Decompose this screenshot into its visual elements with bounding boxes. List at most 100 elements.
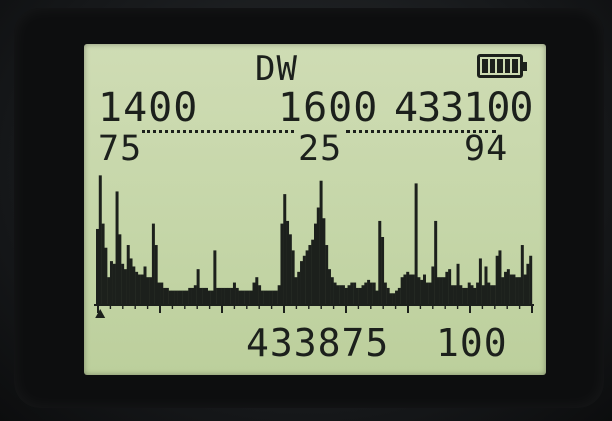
spectrum-bar (149, 277, 153, 304)
spectrum-bar (464, 287, 468, 304)
spectrum-bar (135, 271, 139, 304)
spectrum-bar (397, 287, 401, 304)
spectrum-bar (266, 290, 270, 304)
spectrum-bar (210, 290, 214, 304)
spectrum-bar (199, 287, 203, 304)
spectrum-bar (224, 287, 228, 304)
spectrum-bar (305, 250, 309, 304)
spectrum-bar (258, 285, 262, 304)
spectrum-bar (238, 290, 242, 304)
spectrum-bar (520, 245, 524, 304)
spectrum-bar (182, 290, 186, 304)
spectrum-bar (456, 263, 460, 304)
spectrum-bar (269, 290, 273, 304)
spectrum-bar (115, 191, 119, 304)
spectrum-bar (322, 218, 326, 304)
level-readout-right: 94 (464, 129, 509, 169)
spectrum-bar (490, 285, 494, 304)
spectrum-chart (94, 175, 534, 318)
spectrum-bar (185, 290, 189, 304)
spectrum-bar (288, 234, 292, 304)
spectrum-bar (325, 245, 329, 304)
spectrum-bar (163, 287, 167, 304)
spectrum-bar (487, 282, 491, 304)
spectrum-bar (319, 180, 323, 304)
spectrum-bar (330, 277, 334, 304)
spectrum-bar (171, 290, 175, 304)
spectrum-bar (263, 290, 267, 304)
spectrum-bar (445, 271, 449, 304)
spectrum-bar (392, 293, 396, 304)
spectrum-bar (146, 277, 150, 304)
spectrum-bar (260, 290, 264, 304)
spectrum-bar (107, 277, 111, 304)
spectrum-bar (188, 287, 192, 304)
level-readout-center: 25 (298, 129, 343, 169)
spectrum-bar (112, 263, 116, 304)
spectrum-bar (118, 234, 122, 304)
spectrum-bar (246, 290, 250, 304)
spectrum-bar (361, 285, 365, 304)
spectrum-bar (191, 287, 195, 304)
level-divider-right (346, 130, 496, 133)
spectrum-bar (218, 287, 222, 304)
spectrum-bar (411, 274, 415, 304)
spectrum-bar (512, 274, 516, 304)
spectrum-bar (213, 250, 217, 304)
spectrum-bar (484, 266, 488, 304)
spectrum-bar (297, 271, 301, 304)
spectrum-bar (140, 274, 144, 304)
spectrum-bar (168, 290, 172, 304)
spectrum-bar (132, 266, 136, 304)
spectrum-bar (280, 223, 284, 304)
top-readout-left: 1400 (98, 85, 199, 131)
spectrum-bar (333, 282, 337, 304)
spectrum-bar (232, 282, 236, 304)
spectrum-bar (467, 282, 471, 304)
spectrum-bar (154, 245, 158, 304)
spectrum-bar (104, 247, 108, 304)
level-readout-left: 75 (98, 129, 143, 169)
spectrum-bar (395, 290, 399, 304)
spectrum-bar (227, 287, 231, 304)
spectrum-bar (96, 228, 99, 304)
spectrum-bar (423, 274, 426, 304)
spectrum-bar (450, 285, 454, 304)
spectrum-bar (316, 207, 320, 304)
spectrum-bar (372, 282, 376, 304)
spectrum-bar (400, 277, 404, 304)
spectrum-bar (302, 255, 306, 304)
spectrum-bar (417, 277, 421, 304)
spectrum-bar (283, 194, 287, 304)
spectrum-bar (381, 237, 385, 304)
spectrum-bar (462, 287, 466, 304)
spectrum-bar (241, 290, 245, 304)
spectrum-bar (327, 269, 331, 304)
spectrum-bar (294, 277, 298, 304)
spectrum-bar (526, 263, 530, 304)
spectrum-bar (425, 282, 429, 304)
spectrum-bar (291, 250, 295, 304)
spectrum-bar (453, 285, 457, 304)
spectrum-bar (369, 282, 373, 304)
spectrum-bar (101, 223, 105, 304)
center-frequency-readout: 433875 (246, 321, 390, 365)
spectrum-bar (339, 285, 343, 304)
spectrum-bar (129, 258, 133, 304)
spectrum-bar (478, 258, 482, 304)
spectrum-bar (249, 290, 253, 304)
spectrum-bar (202, 287, 206, 304)
spectrum-bar (157, 282, 161, 304)
spectrum-bar (300, 261, 304, 304)
spectrum-bar (439, 277, 443, 304)
spectrum-bar (143, 266, 147, 304)
spectrum-bar (389, 293, 393, 304)
spectrum-bar (350, 282, 354, 304)
spectrum-bar (308, 245, 312, 304)
spectrum-bar (523, 274, 527, 304)
spectrum-bar (336, 285, 340, 304)
spectrum-bar (252, 282, 256, 304)
spectrum-bar (98, 175, 102, 304)
spectrum-bar (123, 269, 127, 304)
